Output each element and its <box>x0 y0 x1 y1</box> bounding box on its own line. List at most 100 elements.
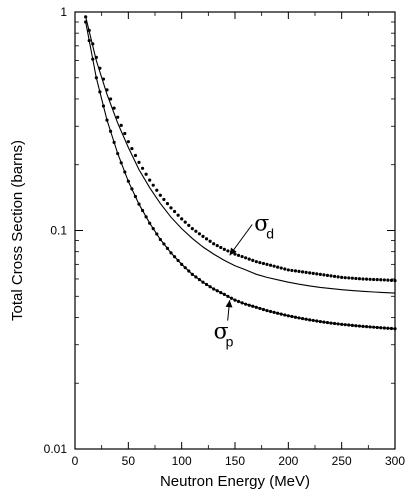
annotation-subscript-p: p <box>226 334 234 350</box>
x-tick-label: 100 <box>172 454 192 468</box>
x-tick-label: 200 <box>278 454 298 468</box>
series-point-0 <box>379 278 383 282</box>
series-point-0 <box>148 178 152 182</box>
series-point-0 <box>180 217 184 221</box>
series-point-0 <box>318 272 322 276</box>
series-point-0 <box>350 276 354 280</box>
series-point-0 <box>265 262 269 266</box>
series-point-0 <box>162 197 166 202</box>
series-point-0 <box>165 202 170 206</box>
series-point-0 <box>208 239 212 243</box>
series-point-0 <box>304 270 308 274</box>
series-point-0 <box>258 260 262 265</box>
series-point-0 <box>272 264 276 268</box>
series-point-0 <box>197 232 202 236</box>
annotation-arrow-head <box>225 300 233 308</box>
series-point-0 <box>393 278 397 283</box>
series-point-0 <box>233 252 237 256</box>
series-point-0 <box>364 277 369 281</box>
series-point-0 <box>290 268 294 273</box>
series-point-2 <box>84 20 88 24</box>
series-point-0 <box>375 278 379 282</box>
annotation-arrow-head <box>229 247 237 256</box>
series-point-0 <box>130 146 134 151</box>
x-tick-label: 50 <box>122 454 136 468</box>
series-point-0 <box>386 278 390 282</box>
series-point-0 <box>123 131 127 136</box>
series-point-0 <box>357 277 362 281</box>
series-point-0 <box>286 268 290 272</box>
series-point-0 <box>226 249 230 253</box>
x-tick-label: 150 <box>225 454 245 468</box>
plot-frame <box>74 11 396 450</box>
x-tick-label: 250 <box>332 454 352 468</box>
series-point-0 <box>276 265 280 269</box>
y-tick-label: 0.1 <box>50 224 67 238</box>
series-point-0 <box>354 276 358 281</box>
series-point-0 <box>176 213 180 217</box>
series-point-0 <box>201 234 205 238</box>
series-point-0 <box>283 267 287 271</box>
series-point-0 <box>347 276 351 280</box>
series-point-0 <box>144 172 148 176</box>
series-point-0 <box>219 245 223 250</box>
series-point-0 <box>133 153 138 158</box>
series-point-0 <box>158 193 162 197</box>
series-point-0 <box>108 97 113 101</box>
series-point-0 <box>155 188 159 192</box>
y-tick-label: 1 <box>60 5 67 19</box>
x-tick-label: 300 <box>385 454 405 468</box>
series-point-0 <box>126 140 130 144</box>
series-point-0 <box>372 277 376 282</box>
series-point-0 <box>240 254 244 259</box>
series-point-0 <box>308 271 312 275</box>
series-point-0 <box>215 243 219 248</box>
series-point-0 <box>254 260 258 264</box>
series-point-0 <box>332 274 337 278</box>
series-line-3 <box>85 21 396 330</box>
x-axis-title: Neutron Energy (MeV) <box>160 473 310 490</box>
annotation-symbol-p: σ <box>214 320 229 345</box>
series-point-0 <box>315 272 319 276</box>
y-tick-label: 0.01 <box>44 442 68 456</box>
series-point-0 <box>297 269 301 273</box>
series-point-0 <box>187 223 191 227</box>
series-point-0 <box>190 227 194 231</box>
series-point-0 <box>336 275 340 279</box>
series-point-0 <box>293 269 298 273</box>
series-point-0 <box>325 273 330 277</box>
series-point-0 <box>137 160 141 164</box>
series-point-0 <box>361 277 365 281</box>
series-point-0 <box>112 106 116 110</box>
series-point-0 <box>194 229 198 233</box>
series-point-0 <box>322 273 326 277</box>
series-point-0 <box>244 256 248 260</box>
series-point-0 <box>151 183 155 187</box>
series-point-0 <box>183 220 187 224</box>
series-point-0 <box>340 275 344 280</box>
series-point-0 <box>204 237 209 241</box>
annotation-subscript-d: d <box>266 226 274 242</box>
series-point-0 <box>343 276 347 280</box>
series-point-0 <box>236 253 241 257</box>
series-point-0 <box>368 277 372 281</box>
series-point-0 <box>329 274 333 278</box>
series-point-0 <box>119 123 123 127</box>
series-point-0 <box>140 166 145 170</box>
series-line-1 <box>85 16 396 294</box>
series-point-0 <box>279 266 283 270</box>
series-point-0 <box>247 257 251 261</box>
series-point-0 <box>251 258 255 262</box>
series-point-0 <box>84 15 88 19</box>
series-point-0 <box>268 263 273 267</box>
series-point-0 <box>212 242 216 246</box>
series-point-0 <box>222 247 226 251</box>
y-axis-title: Total Cross Section (barns) <box>9 140 26 321</box>
series-point-0 <box>169 206 173 210</box>
series-point-0 <box>261 261 266 266</box>
annotation-symbol-d: σ <box>254 212 269 237</box>
series-point-0 <box>172 209 177 214</box>
series-point-0 <box>300 270 305 274</box>
